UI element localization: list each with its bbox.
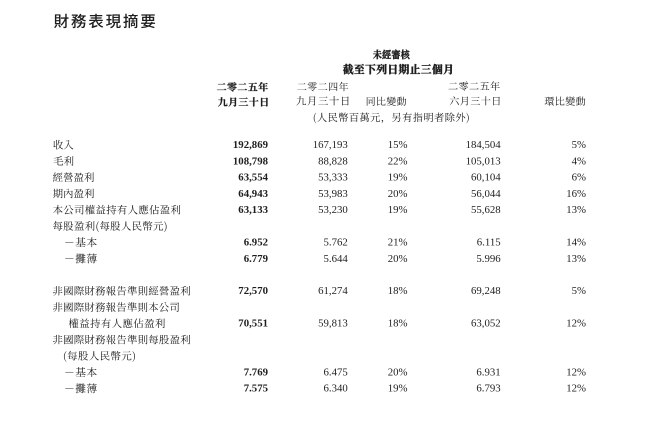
svg-text:18%: 18% <box>388 318 408 330</box>
svg-text:72,570: 72,570 <box>238 285 268 297</box>
svg-text:55,628: 55,628 <box>471 204 501 216</box>
svg-text:5.644: 5.644 <box>324 253 349 265</box>
svg-text:5.762: 5.762 <box>324 237 348 249</box>
svg-text:88,828: 88,828 <box>318 155 348 167</box>
svg-text:70,551: 70,551 <box>238 318 268 330</box>
svg-text:6.115: 6.115 <box>477 237 501 249</box>
svg-text:167,193: 167,193 <box>313 139 348 151</box>
svg-text:19%: 19% <box>388 172 408 184</box>
svg-text:60,104: 60,104 <box>471 172 501 184</box>
svg-text:20%: 20% <box>388 366 408 378</box>
svg-text:108,798: 108,798 <box>233 155 269 167</box>
svg-text:19%: 19% <box>388 204 408 216</box>
svg-text:192,869: 192,869 <box>233 139 269 151</box>
svg-text:59,813: 59,813 <box>318 318 348 330</box>
svg-text:18%: 18% <box>388 285 408 297</box>
svg-text:6.340: 6.340 <box>324 383 348 395</box>
svg-text:64,943: 64,943 <box>238 188 268 200</box>
svg-text:4%: 4% <box>572 155 586 167</box>
svg-text:53,333: 53,333 <box>318 172 348 184</box>
svg-text:6.952: 6.952 <box>244 237 268 249</box>
svg-text:22%: 22% <box>388 155 408 167</box>
svg-text:69,248: 69,248 <box>471 285 501 297</box>
svg-text:5.996: 5.996 <box>476 253 501 265</box>
svg-text:5%: 5% <box>572 285 586 297</box>
svg-text:21%: 21% <box>388 237 408 249</box>
svg-text:105,013: 105,013 <box>466 155 501 167</box>
svg-text:6.475: 6.475 <box>324 366 348 378</box>
svg-text:20%: 20% <box>388 188 408 200</box>
svg-text:7.575: 7.575 <box>244 383 268 395</box>
svg-text:61,274: 61,274 <box>318 285 348 297</box>
svg-text:7.769: 7.769 <box>244 366 269 378</box>
svg-text:16%: 16% <box>566 188 586 200</box>
svg-text:56,044: 56,044 <box>471 188 501 200</box>
svg-text:184,504: 184,504 <box>466 139 502 151</box>
svg-text:14%: 14% <box>566 237 586 249</box>
svg-text:53,230: 53,230 <box>318 204 348 216</box>
svg-text:63,133: 63,133 <box>238 204 268 216</box>
svg-text:53,983: 53,983 <box>318 188 348 200</box>
svg-text:13%: 13% <box>566 204 586 216</box>
svg-text:63,052: 63,052 <box>471 318 501 330</box>
svg-text:20%: 20% <box>388 253 408 265</box>
svg-text:19%: 19% <box>388 383 408 395</box>
svg-text:12%: 12% <box>566 383 586 395</box>
svg-text:6.779: 6.779 <box>244 253 269 265</box>
svg-text:13%: 13% <box>566 253 586 265</box>
svg-text:12%: 12% <box>566 366 586 378</box>
svg-text:63,554: 63,554 <box>238 172 268 184</box>
svg-text:6.793: 6.793 <box>476 383 500 395</box>
svg-text:15%: 15% <box>388 139 408 151</box>
svg-text:6%: 6% <box>572 172 586 184</box>
svg-text:5%: 5% <box>572 139 586 151</box>
svg-text:12%: 12% <box>566 318 586 330</box>
svg-text:6.931: 6.931 <box>476 366 500 378</box>
